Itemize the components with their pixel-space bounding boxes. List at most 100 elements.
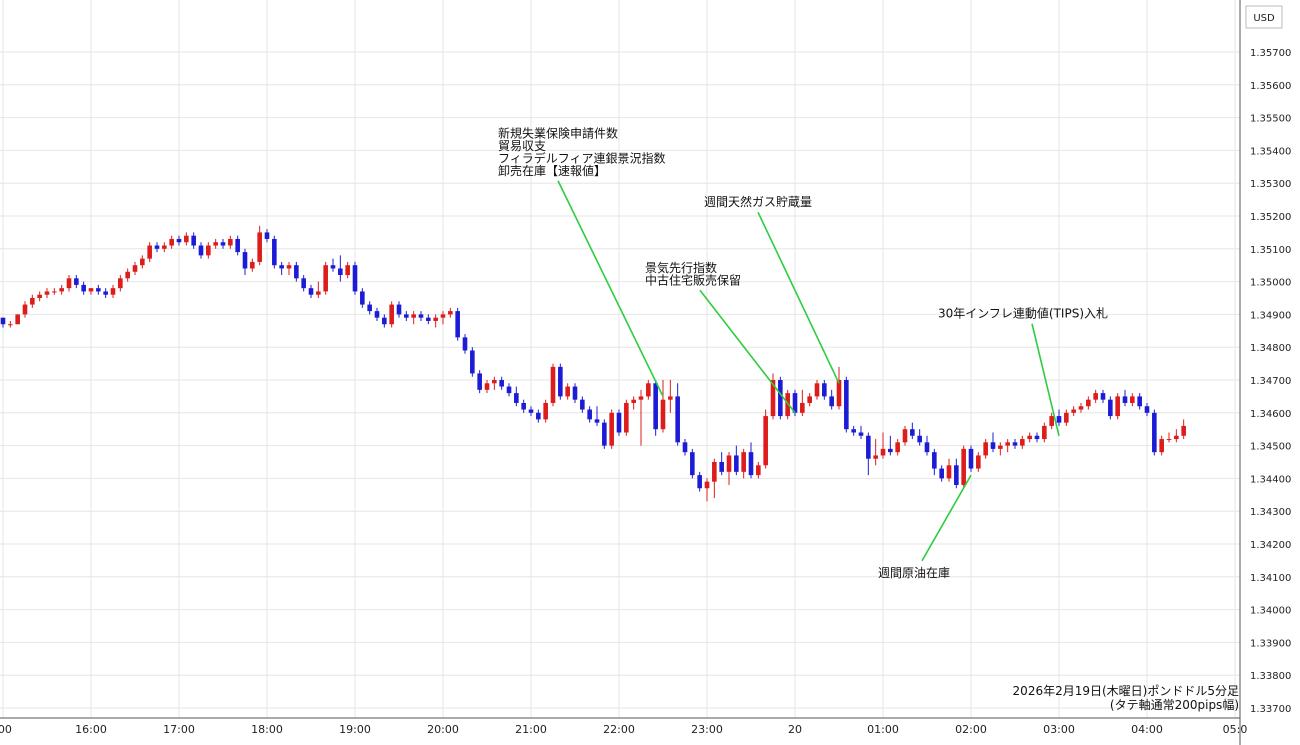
candle-22 — [162, 242, 167, 253]
candle-76 — [558, 363, 563, 400]
candle-body — [873, 455, 878, 459]
candle-84 — [616, 409, 622, 436]
x-tick-label-11: 02:00 — [955, 723, 987, 736]
candle-92 — [675, 383, 680, 446]
candle-body — [455, 311, 460, 338]
candle-42 — [308, 284, 314, 298]
candle-77 — [565, 383, 570, 400]
candle-145 — [1064, 409, 1069, 426]
candle-body — [220, 242, 226, 246]
candle-62 — [455, 307, 460, 341]
candle-59 — [433, 314, 438, 328]
candle-body — [404, 314, 409, 318]
x-tick-label-1: 16:00 — [75, 723, 107, 736]
candle-body — [352, 265, 358, 292]
annotation-line-4 — [921, 474, 972, 562]
candle-body — [272, 238, 277, 266]
candle-61 — [448, 307, 453, 318]
candle-120 — [880, 432, 886, 459]
annotation-label-2-1: 中古住宅販売保留 — [645, 272, 741, 287]
annotation-label-0-0: 新規失業保険申請件数 — [498, 125, 618, 140]
candle-body — [279, 265, 284, 269]
candle-94 — [690, 448, 695, 479]
candle-body — [704, 481, 710, 489]
candle-body — [660, 399, 666, 430]
candle-45 — [330, 258, 336, 272]
candle-body — [961, 448, 966, 485]
candle-body — [990, 442, 996, 449]
candle-69 — [506, 383, 512, 397]
candle-23 — [169, 235, 174, 249]
candle-body — [411, 314, 416, 318]
candle-58 — [426, 314, 431, 325]
candle-body — [506, 386, 512, 394]
candle-31 — [228, 235, 233, 249]
candle-body — [844, 380, 849, 430]
candle-12 — [88, 288, 94, 295]
y-tick-label-16: 1.35300 — [1250, 179, 1291, 190]
candle-body — [550, 366, 556, 403]
candle-body — [829, 396, 834, 407]
y-tick-label-8: 1.34500 — [1250, 442, 1291, 453]
candle-104 — [763, 409, 768, 469]
candle-25 — [184, 232, 189, 246]
candle-37 — [272, 235, 277, 269]
candle-89 — [653, 380, 658, 436]
currency-label: USD — [1253, 13, 1275, 24]
candle-71 — [521, 399, 526, 413]
candle-body — [1108, 399, 1113, 417]
candle-36 — [264, 229, 270, 243]
candle-body — [418, 314, 424, 318]
candle-body — [1152, 412, 1157, 453]
candle-100 — [734, 445, 739, 476]
candle-body — [822, 383, 827, 397]
candle-152 — [1115, 393, 1120, 420]
candle-127 — [932, 448, 937, 476]
candle-51 — [374, 307, 380, 321]
candle-81 — [594, 406, 600, 426]
candle-body — [1130, 396, 1135, 403]
candle-body — [184, 235, 189, 243]
candle-body — [176, 238, 182, 243]
candle-137 — [1005, 439, 1010, 453]
candle-35 — [257, 225, 262, 266]
candle-38 — [279, 261, 284, 276]
candle-body — [118, 278, 123, 289]
candle-body — [580, 399, 585, 410]
candle-body — [8, 324, 13, 326]
candle-body — [1042, 425, 1047, 440]
candle-body — [213, 242, 218, 246]
y-tick-label-13: 1.35000 — [1250, 278, 1291, 289]
candle-128 — [939, 465, 944, 482]
candle-139 — [1020, 435, 1025, 449]
candle-body — [396, 304, 402, 315]
candle-116 — [851, 425, 856, 436]
candle-body — [719, 462, 724, 472]
candle-body — [198, 245, 204, 256]
candle-body — [345, 265, 350, 276]
x-axis-tick-labels: :00 16:00 17:00 18:00 19:00 20:00 21:00 22:00 23… — [0, 723, 1247, 736]
candle-body — [726, 455, 732, 472]
annotation-label-3-0: 30年インフレ連動値(TIPS)入札 — [938, 306, 1108, 321]
candle-body — [1020, 439, 1025, 446]
candle-143 — [1049, 412, 1054, 430]
candle-129 — [946, 458, 952, 482]
candle-29 — [213, 238, 218, 249]
candle-body — [624, 402, 629, 433]
candle-5 — [37, 291, 42, 302]
candle-body — [968, 448, 974, 469]
candle-34 — [250, 258, 255, 272]
candle-96 — [704, 478, 710, 502]
candle-50 — [367, 301, 372, 315]
candle-body — [88, 288, 94, 292]
candle-body — [154, 245, 160, 249]
candle-body — [814, 383, 820, 397]
candle-body — [756, 465, 761, 476]
candle-body — [587, 409, 592, 420]
candle-body — [96, 288, 101, 292]
candle-body — [697, 475, 702, 489]
candle-body — [44, 291, 50, 295]
candle-body — [792, 393, 798, 413]
candle-body — [646, 383, 651, 397]
candle-55 — [404, 311, 409, 321]
